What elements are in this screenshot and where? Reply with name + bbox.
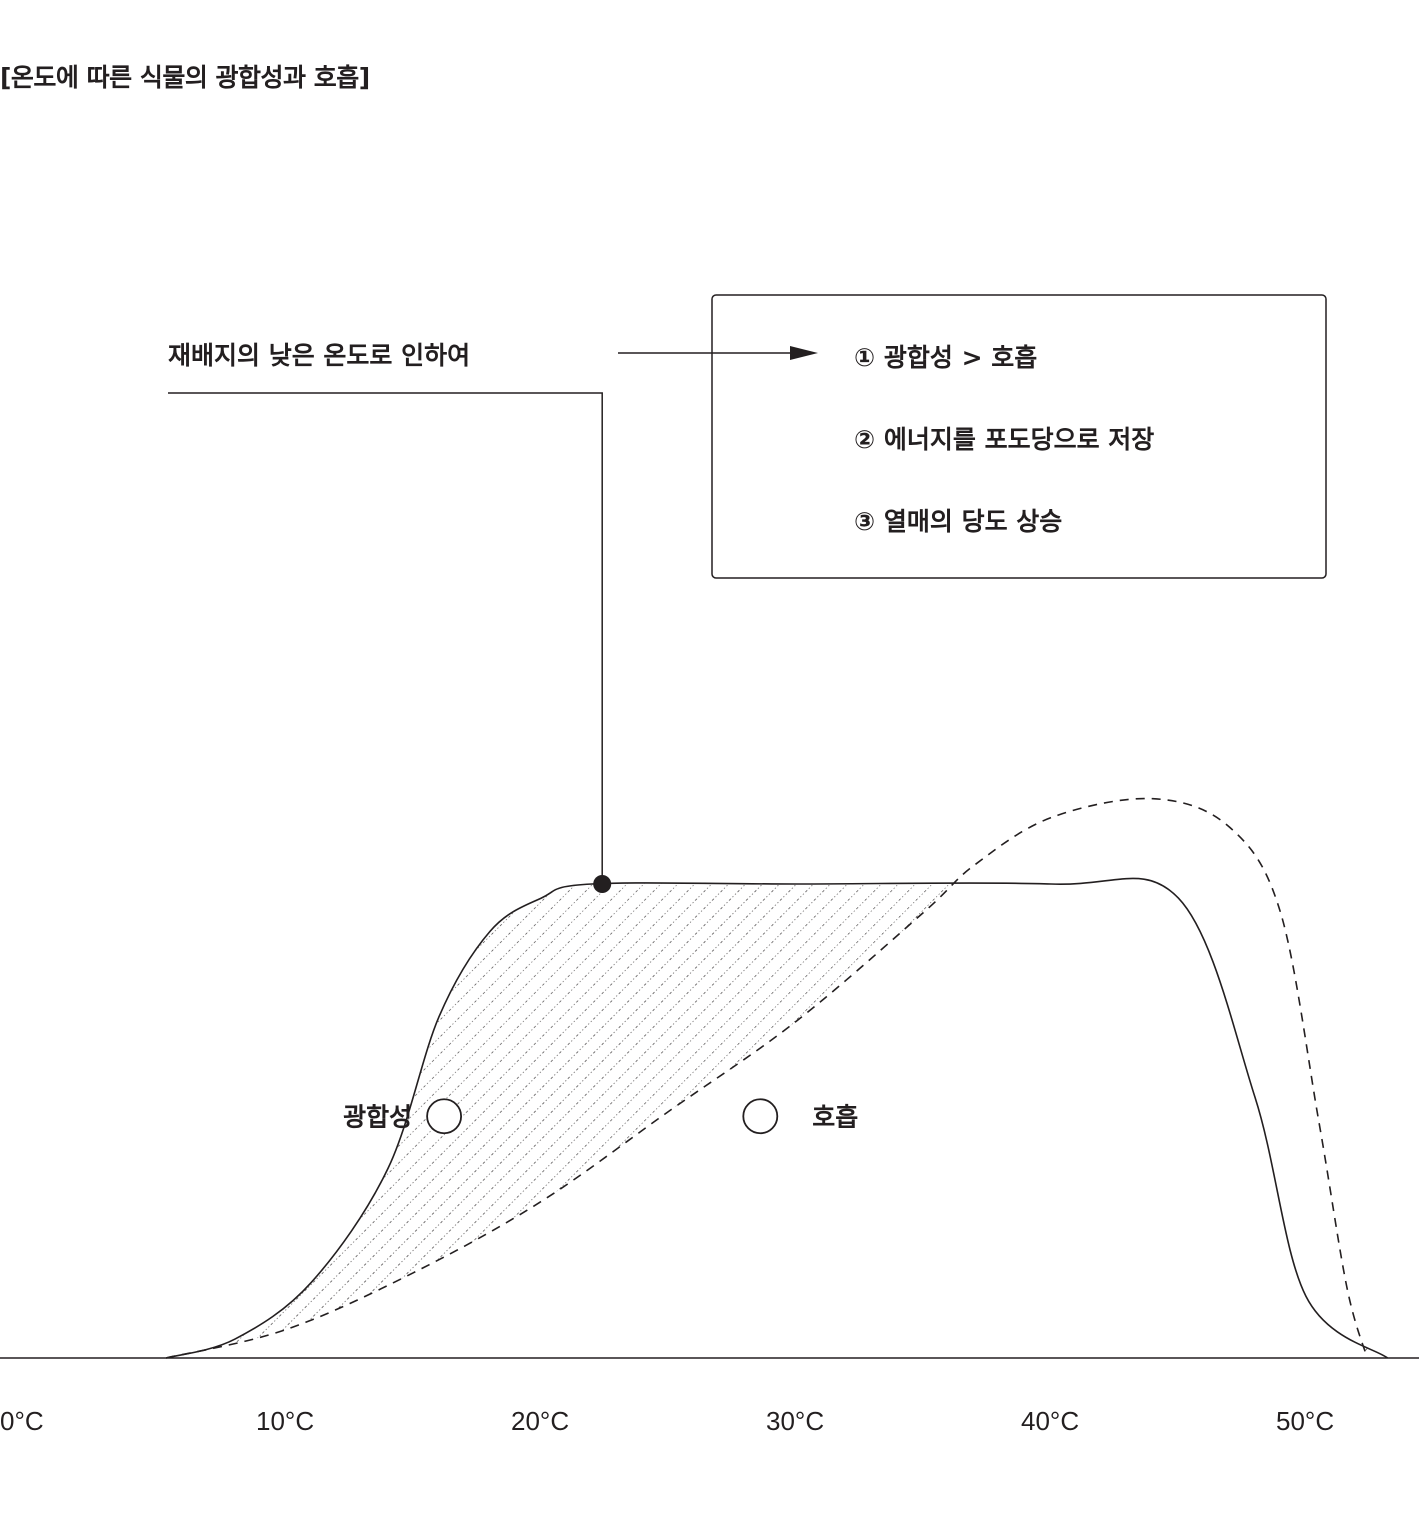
callout-box: [711, 294, 1327, 579]
x-tick-label: 20°C: [511, 1406, 569, 1436]
callout-leader-line: [168, 392, 603, 876]
x-tick-label: 10°C: [256, 1406, 314, 1436]
effect-item-3: ③ 열매의 당도 상승: [854, 507, 1062, 536]
effect-item-2: ② 에너지를 포도당으로 저장: [854, 425, 1154, 454]
cause-label: 재배지의 낮은 온도로 인하여: [168, 341, 470, 370]
series-label-photosynthesis: 광합성: [343, 1102, 412, 1131]
hatched-region: [31, 878, 1419, 1358]
series-line-respiration: [165, 797, 1368, 1359]
marker-respiration: [742, 1098, 779, 1135]
marker-photosynthesis: [426, 1098, 463, 1135]
effect-item-1: ① 광합성 > 호흡: [854, 343, 1037, 372]
x-tick-label: 50°C: [1276, 1406, 1334, 1436]
series-label-respiration: 호흡: [812, 1102, 858, 1131]
callout-arrow-head: [790, 346, 818, 360]
highlight-point: [593, 875, 612, 893]
series-line-photosynthesis: [165, 877, 1389, 1359]
x-tick-label: 30°C: [766, 1406, 824, 1436]
x-tick-label: 0°C: [0, 1406, 44, 1436]
page-title: [온도에 따른 식물의 광합성과 호흡]: [0, 63, 370, 92]
x-tick-label: 40°C: [1021, 1406, 1079, 1436]
